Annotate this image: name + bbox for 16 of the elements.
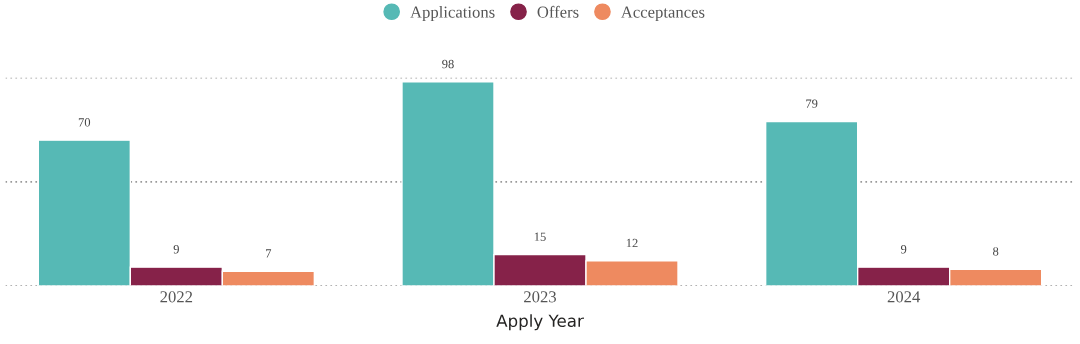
data-label: 79	[806, 99, 818, 108]
data-label: 12	[626, 238, 638, 248]
data-label: 98	[442, 59, 454, 69]
legend-label: Applications	[410, 6, 495, 22]
legend-label: Acceptances	[620, 6, 705, 22]
x-tick-label: 2023	[524, 291, 557, 303]
data-label: 15	[534, 232, 546, 241]
x-tick-label: 2024	[887, 291, 921, 303]
legend-label: Offers	[537, 5, 579, 18]
data-label: 70	[78, 118, 91, 127]
data-label: 8	[993, 247, 999, 256]
data-label: 9	[173, 245, 179, 254]
x-axis-title: Apply Year	[496, 314, 584, 331]
data-label: 7	[266, 249, 272, 258]
x-tick-label: 2022	[160, 291, 193, 303]
data-label: 9	[900, 245, 907, 254]
